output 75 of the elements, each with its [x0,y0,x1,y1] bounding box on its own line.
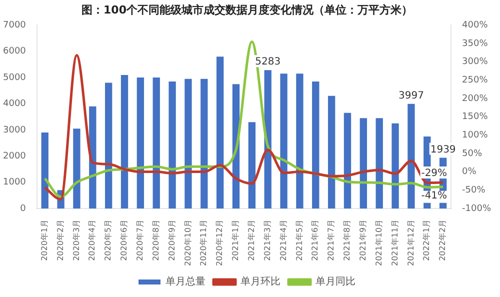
x-tick-label: 2021年1月 [231,219,240,261]
x-tick-label: 2020年6月 [120,219,129,261]
x-tick-label: 2021年9月 [358,219,368,261]
y-tick-label: 6000 [3,46,26,57]
x-tick-label: 2021年8月 [342,219,352,261]
x-tick-label: 2020年3月 [72,219,81,261]
bar [408,104,415,208]
bar [216,56,224,208]
y2-tick-label: 250% [462,76,488,86]
bar [296,74,304,208]
x-tick-label: 2021年7月 [326,219,336,261]
x-tick-label: 2021年6月 [310,219,320,261]
x-tick-label: 2022年2月 [438,219,448,261]
data-label: -41% [421,190,448,202]
data-label: 5283 [255,56,281,68]
x-tick-label: 2021年2月 [247,219,256,261]
x-tick-label: 2021年10月 [374,219,384,266]
bar [120,74,128,208]
bar [104,82,112,208]
y-tick-label: 1000 [3,178,26,188]
y-tick-label: 5000 [3,72,26,83]
y2-tick-label: 300% [462,57,488,68]
bar [376,118,383,208]
bar [200,78,208,208]
bar [152,78,160,208]
y2-tick-label: 50% [462,148,482,159]
bar [344,112,352,208]
y-tick-label: 4000 [3,99,26,110]
y-tick-label: 0 [20,204,26,214]
x-tick-label: 2020年9月 [167,219,176,261]
x-tick-label: 2020年8月 [151,219,160,261]
x-tick-label: 2020年5月 [104,219,113,261]
chart-title: 图：100个不同能级城市成交数据月度变化情况（单位：万平方米） [82,3,412,16]
bar [264,70,272,208]
bar [312,81,320,208]
x-tick-label: 2021年5月 [294,219,304,261]
x-tick-label: 2021年11月 [390,219,400,266]
x-tick-label: 2022年1月 [422,219,432,261]
data-label: -29% [421,168,448,180]
bar [41,132,48,208]
x-tick-label: 2021年3月 [262,219,272,261]
x-tick-label: 2020年12月 [215,219,224,266]
y2-tick-label: -100% [462,204,492,214]
legend-label: 单月环比 [240,276,280,288]
y2-tick-label: 150% [462,112,488,122]
bar [168,81,176,208]
legend-label: 单月同比 [316,276,356,288]
y-tick-label: 3000 [3,125,26,136]
legend-label: 单月总量 [166,276,206,288]
data-label: 1939 [430,144,456,156]
y2-tick-label: 0% [462,167,477,178]
x-tick-label: 2020年2月 [56,219,65,261]
y2-tick-label: 200% [462,94,488,104]
x-tick-label: 2021年4月 [278,219,288,261]
bar [392,123,399,208]
x-tick-label: 2021年12月 [406,219,416,266]
x-tick-label: 2020年11月 [199,219,208,266]
bar [184,78,192,208]
y2-tick-label: -50% [462,185,486,196]
y-tick-label: 7000 [3,20,26,31]
bar [73,128,80,208]
y2-tick-label: 400% [462,20,488,31]
bar [136,78,144,208]
y2-tick-label: 100% [462,130,488,140]
bar [360,118,368,208]
x-tick-label: 2020年1月 [40,219,49,261]
y2-tick-label: 350% [462,38,488,49]
bar [248,122,256,208]
bar [328,96,336,208]
y-tick-label: 2000 [3,151,26,162]
x-tick-label: 2020年4月 [88,219,97,261]
bar [280,74,288,208]
x-tick-label: 2020年7月 [136,219,145,261]
data-label: 3997 [398,90,424,102]
x-tick-label: 2020年10月 [183,219,192,266]
